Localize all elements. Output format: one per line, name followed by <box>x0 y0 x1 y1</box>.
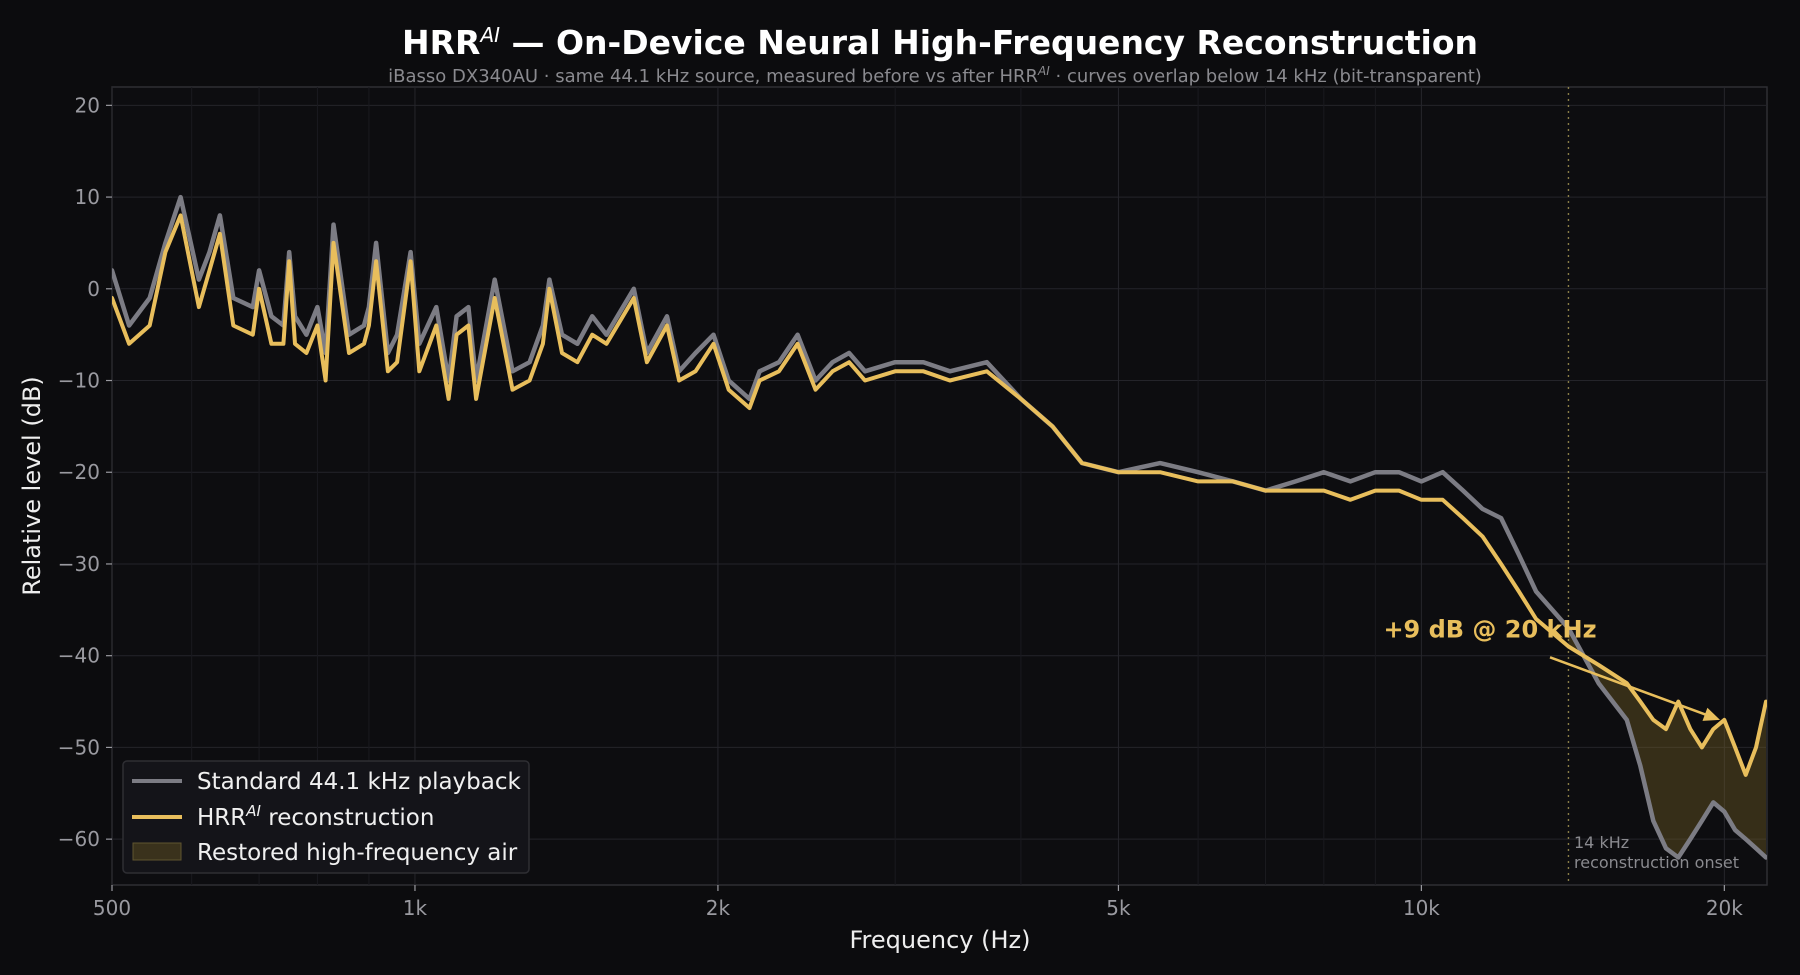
y-tick-label-2: 0 <box>87 277 100 301</box>
legend-label-fill: Restored high-frequency air <box>197 840 518 866</box>
x-tick-label-4: 10k <box>1403 896 1440 920</box>
legend-hrr-post: reconstruction <box>261 805 434 831</box>
subtitle-pre: iBasso DX340AU · same 44.1 kHz source, m… <box>388 66 1038 87</box>
annotation-arrow <box>1549 656 1712 718</box>
legend-label-standard: Standard 44.1 kHz playback <box>197 769 522 795</box>
y-tick-label-6: −40 <box>58 644 100 668</box>
y-tick-label-1: 10 <box>75 185 100 209</box>
legend: Standard 44.1 kHz playback HRRAI reconst… <box>122 760 530 874</box>
legend-hrr-sup: AI <box>245 802 261 820</box>
series-standard-line <box>112 194 1767 860</box>
fill-layer <box>1568 628 1766 858</box>
y-axis-label: Relative level (dB) <box>18 376 46 596</box>
annotation: +9 dB @ 20 kHz <box>1383 615 1720 721</box>
vline-label-line1: 14 kHz <box>1574 833 1629 852</box>
title-superscript: AI <box>478 23 500 47</box>
y-tick-label-5: −30 <box>58 552 100 576</box>
y-tick-label-3: −10 <box>58 369 100 393</box>
subtitle-superscript: AI <box>1037 64 1050 78</box>
title-rest: — On-Device Neural High-Frequency Recons… <box>500 23 1478 62</box>
legend-label-hrr: HRRAI reconstruction <box>197 802 434 831</box>
legend-hrr-pre: HRR <box>197 805 246 831</box>
y-tick-label-0: 20 <box>75 93 100 117</box>
y-tick-label-7: −50 <box>58 735 100 759</box>
annotation-text: +9 dB @ 20 kHz <box>1383 615 1596 643</box>
plot-area <box>111 86 1768 886</box>
vline-label-line2: reconstruction onset <box>1574 853 1739 872</box>
x-tick-label-1: 1k <box>403 896 428 920</box>
series-hrr-line <box>112 213 1767 777</box>
y-tick-label-8: −60 <box>58 827 100 851</box>
annotation-arrowhead <box>1702 707 1720 721</box>
x-axis-label: Frequency (Hz) <box>850 926 1031 954</box>
subtitle-post: · curves overlap below 14 kHz (bit-trans… <box>1050 66 1482 87</box>
chart-subtitle: iBasso DX340AU · same 44.1 kHz source, m… <box>388 64 1482 87</box>
restored-air-fill <box>1568 628 1766 858</box>
legend-swatch-fill <box>132 842 182 861</box>
x-tick-label-0: 500 <box>93 896 131 920</box>
x-tick-label-3: 5k <box>1106 896 1131 920</box>
y-ticks: 20 10 0 −10 −20 −30 −40 −50 −60 <box>58 93 112 851</box>
x-ticks: 500 1k 2k 5k 10k 20k <box>93 885 1743 920</box>
title-main: HRR <box>402 23 480 62</box>
series-layer <box>112 194 1767 860</box>
y-tick-label-4: −20 <box>58 460 100 484</box>
x-tick-label-5: 20k <box>1706 896 1743 920</box>
x-tick-label-2: 2k <box>706 896 731 920</box>
legend-box <box>122 760 530 874</box>
chart-title: HRRAI — On-Device Neural High-Frequency … <box>402 23 1478 62</box>
